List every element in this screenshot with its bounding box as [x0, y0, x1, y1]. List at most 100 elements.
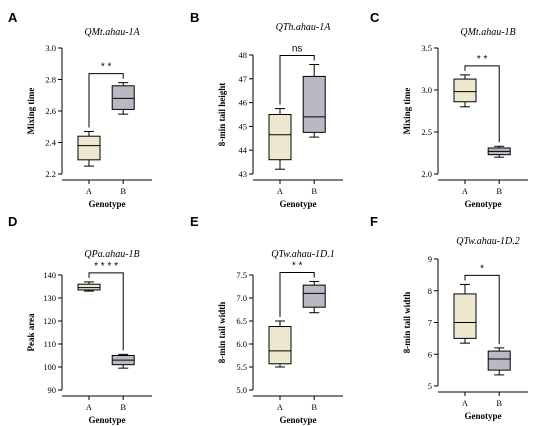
panel-title: QMt.ahau-1A	[84, 27, 140, 38]
iqr-box	[77, 283, 101, 291]
y-tick-label: 46	[239, 98, 248, 108]
significance-bracket	[464, 65, 500, 143]
box-b	[302, 280, 326, 314]
significance-bracket	[464, 274, 500, 344]
panel-letter: F	[370, 214, 378, 229]
y-tick-label: 5	[428, 381, 432, 391]
panel-letter: E	[190, 214, 199, 229]
panel-title: QTh.ahau-1A	[276, 22, 332, 33]
y-tick-label: 7	[428, 318, 432, 328]
y-tick-label: 48	[239, 50, 248, 60]
y-tick-label: 120	[43, 316, 56, 326]
iqr-box	[77, 135, 101, 161]
x-tick-label: A	[462, 398, 469, 408]
panel-d: D QPa.ahau-1B 90 100 110 120 130 140 A B Genotype P…	[8, 214, 152, 425]
significance-bracket	[88, 73, 124, 128]
iqr-box	[111, 85, 135, 110]
x-tick-label: A	[86, 402, 93, 412]
y-tick-label: 2.0	[421, 169, 432, 179]
x-tick-label: A	[277, 186, 284, 196]
y-tick-label: 7.5	[236, 270, 247, 280]
box-a	[77, 130, 101, 167]
panel-a: A QMt.ahau-1A 2.2 2.4 2.6 2.8 3.0 A B Genotype Mix…	[8, 10, 152, 209]
y-tick-label: 6.5	[236, 316, 247, 326]
significance-bracket	[88, 272, 124, 351]
significance-label: * *	[101, 62, 112, 73]
x-axis-label: Genotype	[89, 415, 126, 425]
iqr-box	[302, 75, 326, 133]
y-tick-label: 2.8	[45, 75, 56, 85]
y-axis-label: Peak area	[26, 313, 36, 352]
y-tick-label: 130	[43, 293, 56, 303]
significance-label: *	[480, 263, 484, 274]
y-tick-label: 2.5	[421, 127, 432, 137]
x-tick-label: B	[311, 186, 317, 196]
y-axis-label: Mixing time	[26, 88, 36, 135]
iqr-box	[302, 284, 326, 308]
y-tick-label: 3.0	[45, 43, 56, 53]
y-tick-label: 110	[44, 339, 56, 349]
y-axis-label: 8-min tail height	[217, 83, 227, 147]
x-tick-label: B	[120, 402, 126, 412]
panel-f: F QTw.ahau-1D.2 5 6 7 8 9 A B Genotype 8-min tail …	[370, 214, 528, 421]
panel-letter: C	[370, 10, 380, 25]
iqr-box	[453, 78, 477, 103]
panel-e: E QTw.ahau-1D.1 5.0 5.5 6.0 6.5 7.0 7.5 A B Genoty…	[190, 214, 343, 425]
y-tick-label: 90	[48, 385, 57, 395]
panel-title: QTw.ahau-1D.1	[271, 249, 335, 260]
box-a	[77, 281, 101, 292]
y-tick-label: 5.0	[236, 385, 247, 395]
box-b	[111, 82, 135, 115]
y-tick-label: 44	[239, 145, 248, 155]
box-a	[453, 283, 477, 344]
box-a	[268, 108, 292, 170]
significance-label: * *	[477, 54, 488, 65]
panel-title: QMt.ahau-1B	[460, 27, 515, 38]
significance-bracket	[279, 271, 315, 317]
box-b	[302, 64, 326, 138]
y-tick-label: 2.6	[45, 106, 56, 116]
y-tick-label: 8	[428, 286, 432, 296]
box-a	[453, 74, 477, 108]
iqr-box	[487, 350, 511, 371]
significance-label: ns	[292, 44, 303, 55]
y-axis-label: Mixing time	[402, 88, 412, 135]
panel-title: QTw.ahau-1D.2	[456, 236, 520, 247]
panel-letter: B	[190, 10, 199, 25]
box-a	[268, 320, 292, 368]
panel-letter: D	[8, 214, 17, 229]
box-b	[111, 353, 135, 369]
y-tick-label: 43	[239, 169, 248, 179]
x-axis-label: Genotype	[465, 411, 502, 421]
x-tick-label: A	[277, 402, 284, 412]
y-tick-label: 7.0	[236, 293, 247, 303]
y-tick-label: 45	[239, 121, 248, 131]
y-tick-label: 3.0	[421, 85, 432, 95]
x-axis-label: Genotype	[89, 199, 126, 209]
iqr-box	[268, 114, 292, 161]
iqr-box	[268, 326, 292, 365]
y-tick-label: 9	[428, 254, 432, 264]
x-axis-label: Genotype	[280, 199, 317, 209]
x-axis-label: Genotype	[465, 199, 502, 209]
significance-label: * * * *	[94, 261, 118, 272]
y-tick-label: 100	[43, 362, 56, 372]
y-tick-label: 6	[428, 349, 432, 359]
y-tick-label: 5.5	[236, 362, 247, 372]
box-b	[487, 145, 511, 158]
panel-c: C QMt.ahau-1B 2.0 2.5 3.0 3.5 A B Genotype Mixing…	[370, 10, 528, 209]
panel-letter: A	[8, 10, 18, 25]
y-tick-label: 47	[239, 74, 248, 84]
x-tick-label: B	[496, 398, 502, 408]
y-tick-label: 140	[43, 270, 56, 280]
panel-title: QPa.ahau-1B	[84, 249, 139, 260]
x-axis-label: Genotype	[280, 415, 317, 425]
x-tick-label: A	[462, 186, 469, 196]
box-b	[487, 347, 511, 376]
panel-b: B QTh.ahau-1A 43 44 45 46 47 48 A B Genotype 8-min …	[190, 10, 343, 209]
x-tick-label: B	[496, 186, 502, 196]
significance-bracket	[279, 55, 315, 105]
y-tick-label: 2.2	[45, 169, 56, 179]
y-axis-label: 8-min tail width	[217, 302, 227, 364]
